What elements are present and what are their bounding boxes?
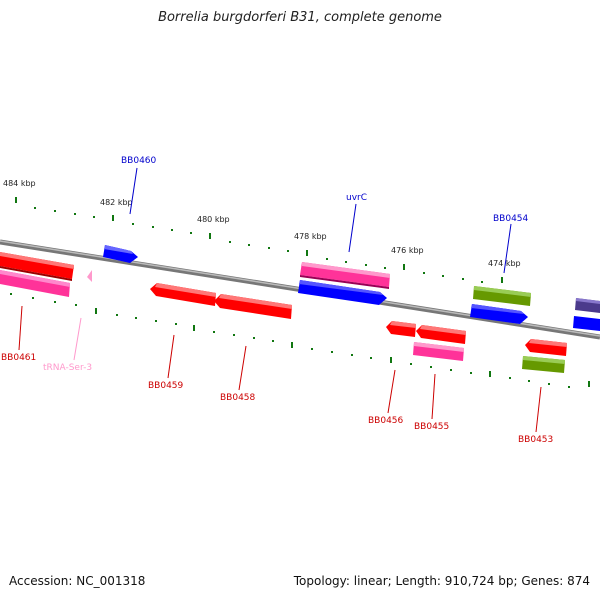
gene-label-bb0458[interactable]: BB0458 [220, 393, 256, 403]
tick-label: 478 kbp [294, 232, 327, 241]
accession-label: Accession: NC_001318 [9, 574, 146, 588]
tick-mark [209, 233, 211, 239]
gene-label-uvrc[interactable]: uvrC [346, 193, 367, 203]
outer-scale [15, 197, 503, 283]
tick-mark [501, 277, 503, 283]
trna-ser-3[interactable] [87, 270, 92, 282]
gene-bb0454-blue[interactable] [470, 304, 528, 324]
map-title: Borrelia burgdorferi B31, complete genom… [158, 10, 442, 25]
gene-uvrc[interactable] [300, 262, 390, 289]
tick-label: 476 kbp [391, 246, 424, 255]
tick-label: 482 kbp [100, 198, 133, 207]
gene-label-bb0461[interactable]: BB0461 [1, 353, 36, 363]
gene-label-bb0459[interactable]: BB0459 [148, 381, 184, 391]
gene-bb0454[interactable] [473, 286, 531, 306]
gene-bb0461-pink[interactable] [0, 270, 70, 297]
gene-right-blue[interactable] [573, 316, 600, 331]
gene-label-bb0455[interactable]: BB0455 [414, 422, 449, 432]
gene-bb0455-pink[interactable] [413, 342, 464, 361]
leader-lines [18, 167, 542, 433]
tick-label: 484 kbp [3, 179, 36, 188]
gene-uvrc-blue[interactable] [298, 280, 387, 305]
tick-mark [403, 264, 405, 270]
gene-bb0460[interactable] [103, 245, 138, 263]
inner-scale [10, 293, 590, 388]
tick-label: 480 kbp [197, 215, 230, 224]
gene-label-bb0456[interactable]: BB0456 [368, 416, 404, 426]
tick-label: 474 kbp [488, 259, 521, 268]
gene-bb0453[interactable] [525, 339, 567, 356]
tick-mark [95, 308, 97, 314]
tick-mark [112, 215, 114, 221]
tick-mark [588, 381, 590, 387]
genome-summary: Topology: linear; Length: 910,724 bp; Ge… [293, 574, 590, 588]
gene-label-bb0454[interactable]: BB0454 [493, 214, 529, 224]
gene-label-bb0453[interactable]: BB0453 [518, 435, 553, 445]
tick-mark [306, 250, 308, 256]
reverse-genes [87, 270, 567, 373]
gene-bb0455[interactable] [416, 325, 466, 344]
gene-right-purple[interactable] [575, 298, 600, 313]
gene-bb0461[interactable] [0, 252, 74, 281]
gene-bb0456[interactable] [386, 321, 416, 337]
tick-mark [15, 197, 17, 203]
gene-bb0459[interactable] [150, 283, 216, 306]
tick-mark [193, 325, 195, 331]
gene-bb0453-green[interactable] [522, 356, 565, 373]
tick-mark [291, 342, 293, 348]
tick-mark [390, 357, 392, 363]
tick-mark [489, 371, 491, 377]
gene-bb0458[interactable] [214, 294, 292, 319]
gene-label-trna-ser-3[interactable]: tRNA-Ser-3 [43, 363, 92, 373]
forward-genes [0, 245, 600, 331]
gene-label-bb0460[interactable]: BB0460 [121, 156, 157, 166]
